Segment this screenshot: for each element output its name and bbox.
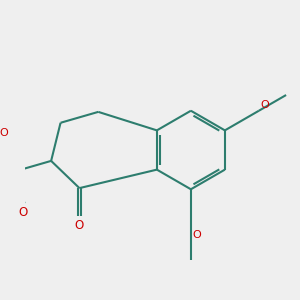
Text: O: O bbox=[0, 128, 8, 138]
Text: O: O bbox=[18, 206, 27, 219]
Text: O: O bbox=[192, 230, 201, 240]
Text: O: O bbox=[260, 100, 269, 110]
Text: O: O bbox=[75, 219, 84, 232]
